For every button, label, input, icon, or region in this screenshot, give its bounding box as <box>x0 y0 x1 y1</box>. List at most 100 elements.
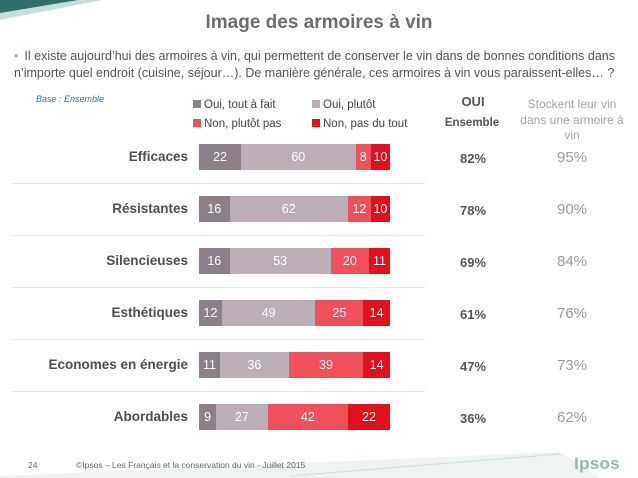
stock-value: 90% <box>556 201 588 218</box>
data-label: 14 <box>369 358 384 372</box>
data-label: 60 <box>291 150 306 164</box>
segment-non-plutot-pas: 8 <box>355 144 371 170</box>
segment-oui-plutot: 62 <box>229 196 348 222</box>
segment-oui-plutot: 53 <box>229 248 331 274</box>
data-label: 8 <box>359 150 367 164</box>
data-label: 39 <box>319 358 333 372</box>
stock-value: 62% <box>556 409 588 426</box>
segment-oui-plutot: 27 <box>216 404 268 430</box>
segment-oui-plutot: 49 <box>221 300 316 326</box>
data-label: 25 <box>332 306 347 320</box>
data-label: 16 <box>207 254 222 268</box>
legend-label: Oui, plutôt <box>323 99 376 111</box>
header-decoration-dark <box>0 0 78 13</box>
legend-label: Non, plutôt pas <box>204 118 282 130</box>
segment-oui-tout-a-fait: 12 <box>199 300 222 326</box>
footer-line <box>289 453 561 477</box>
row-separator <box>12 287 425 288</box>
legend-swatch <box>193 119 201 127</box>
segment-non-pas-du-tout: 22 <box>347 404 390 430</box>
data-label: 42 <box>300 410 315 424</box>
copyright: ©Ipsos – Les Français et la conservation… <box>76 460 306 470</box>
stock-value: 73% <box>556 357 588 374</box>
data-label: 36 <box>247 358 262 372</box>
ipsos-logo: Ipsos <box>574 454 620 473</box>
category-label: Esthétiques <box>111 305 188 320</box>
segment-oui-plutot: 36 <box>220 352 289 378</box>
segment-non-pas-du-tout: 10 <box>370 196 390 222</box>
data-label: 11 <box>372 254 386 268</box>
legend-swatch <box>312 119 320 127</box>
stacked-bar: 16 62 12 10 <box>199 196 390 222</box>
oui-ensemble-value: 78% <box>459 203 487 218</box>
legend-item-oui-tout-a-fait: Oui, tout à fait <box>193 99 276 111</box>
legend-swatch <box>312 100 320 108</box>
legend-item-oui-plutot: Oui, plutôt <box>312 99 375 111</box>
footer-wave <box>0 452 600 478</box>
data-label: 12 <box>203 306 218 320</box>
oui-ensemble-value: 82% <box>459 151 487 166</box>
stock-value: 76% <box>556 305 588 322</box>
row-separator <box>12 183 425 184</box>
segment-oui-plutot: 60 <box>241 144 356 170</box>
data-label: 22 <box>362 410 376 424</box>
segment-non-plutot-pas: 12 <box>347 196 371 222</box>
bullet-icon: • <box>14 49 19 63</box>
segment-non-plutot-pas: 20 <box>330 248 369 274</box>
segment-oui-tout-a-fait: 9 <box>199 404 217 430</box>
page-title: Image des armoires à vin <box>205 12 433 33</box>
data-label: 53 <box>273 254 288 268</box>
row-separator <box>12 235 425 236</box>
legend-label: Oui, tout à fait <box>204 99 276 111</box>
row-separator <box>12 391 425 392</box>
segment-oui-tout-a-fait: 16 <box>199 248 230 274</box>
ensemble-header: Ensemble <box>444 117 500 129</box>
stacked-bar: 16 53 20 11 <box>199 248 390 274</box>
category-label: Abordables <box>113 409 188 424</box>
data-label: 14 <box>369 306 384 320</box>
data-label: 11 <box>203 358 216 372</box>
segment-non-pas-du-tout: 14 <box>363 300 390 326</box>
base-label: Base : Ensemble <box>36 94 105 104</box>
legend-item-non-pas-du-tout: Non, pas du tout <box>312 118 407 130</box>
segment-non-plutot-pas: 42 <box>267 404 348 430</box>
legend-item-non-plutot-pas: Non, plutôt pas <box>193 118 281 130</box>
row-separator <box>12 339 425 340</box>
segment-non-plutot-pas: 25 <box>315 300 364 326</box>
category-label: Efficaces <box>128 149 188 164</box>
segment-oui-tout-a-fait: 16 <box>199 196 230 222</box>
category-label: Economes en énergie <box>48 357 188 372</box>
stacked-bar: 12 49 25 14 <box>199 300 390 326</box>
data-label: 22 <box>213 150 227 164</box>
segment-non-pas-du-tout: 11 <box>368 248 390 274</box>
stock-header: Stockent leur vin dans une armoire à vin <box>520 97 624 142</box>
stacked-bar: 11 36 39 14 <box>199 352 390 378</box>
page-number: 24 <box>28 460 38 470</box>
segment-non-plutot-pas: 39 <box>288 352 364 378</box>
category-label: Silencieuses <box>106 253 188 268</box>
data-label: 12 <box>352 202 367 216</box>
oui-ensemble-value: 69% <box>459 255 487 270</box>
data-label: 49 <box>261 306 276 320</box>
stacked-bar: 9 27 42 22 <box>199 404 390 430</box>
oui-ensemble-value: 36% <box>459 411 487 426</box>
data-label: 9 <box>204 410 212 424</box>
segment-oui-tout-a-fait: 11 <box>199 352 220 378</box>
data-label: 16 <box>207 202 222 216</box>
intro-text: • Il existe aujourd’hui des armoires à vi… <box>14 48 626 82</box>
data-label: 27 <box>235 410 249 424</box>
data-label: 10 <box>373 202 388 216</box>
stock-value: 84% <box>556 253 588 270</box>
header-decoration <box>0 0 102 20</box>
intro-question: Il existe aujourd’hui des armoires à vin… <box>14 49 616 80</box>
data-label: 62 <box>281 202 296 216</box>
oui-header: OUI <box>461 94 485 109</box>
category-label: Résistantes <box>112 201 188 216</box>
oui-ensemble-value: 47% <box>459 359 487 374</box>
oui-ensemble-value: 61% <box>459 307 487 322</box>
stock-value: 95% <box>556 149 588 166</box>
footer-decoration <box>0 452 600 478</box>
segment-oui-tout-a-fait: 22 <box>199 144 242 170</box>
segment-non-pas-du-tout: 14 <box>363 352 390 378</box>
legend-swatch <box>193 100 201 108</box>
